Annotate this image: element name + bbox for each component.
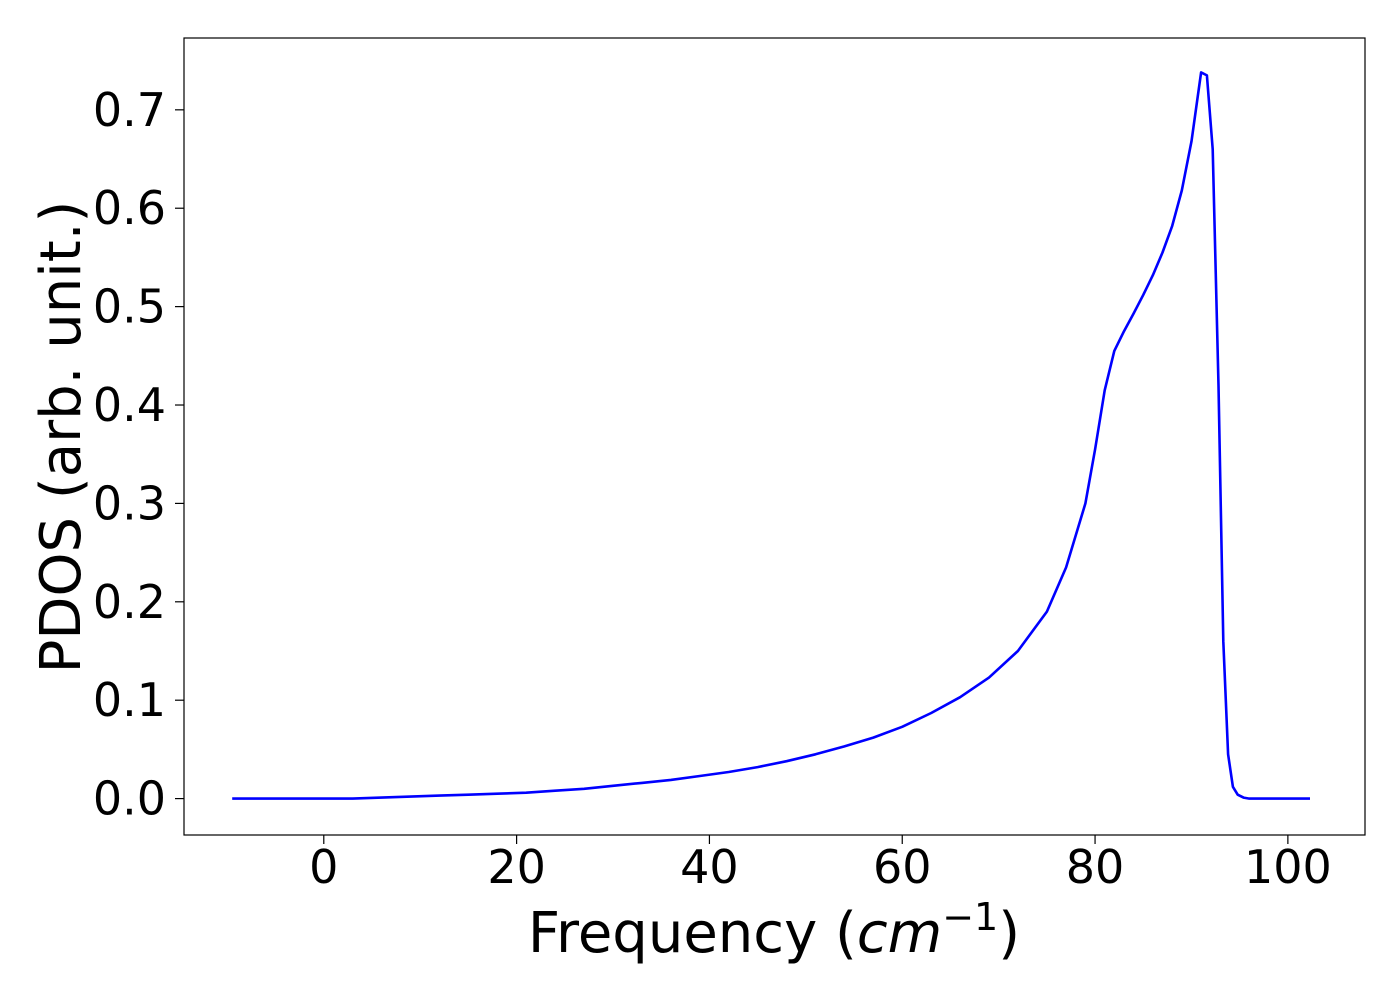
x-tick-label: 40	[680, 840, 739, 894]
x-tick-label: 60	[873, 840, 932, 894]
y-tick-label: 0.6	[93, 181, 166, 235]
x-axis-label-exponent: −1	[942, 895, 998, 939]
x-axis-label-unit: cm	[857, 901, 942, 966]
x-axis-label-prefix: Frequency (	[528, 901, 857, 966]
y-tick-label: 0.0	[93, 772, 166, 826]
x-tick-label: 20	[487, 840, 546, 894]
y-tick-label: 0.4	[93, 378, 166, 432]
y-tick-label: 0.1	[93, 673, 166, 727]
x-axis-label: Frequency (cm−1)	[528, 895, 1020, 966]
x-axis-label-suffix: )	[998, 901, 1020, 966]
plot-frame	[183, 37, 1366, 836]
y-axis-label: PDOS (arb. unit.)	[29, 201, 94, 674]
series-line-0	[232, 71, 1310, 800]
plot-frame-group	[183, 37, 1366, 836]
y-tick-label: 0.7	[93, 83, 166, 137]
y-tick-label: 0.5	[93, 280, 166, 334]
y-tick-label: 0.3	[93, 476, 166, 530]
x-tick-label: 100	[1244, 840, 1332, 894]
y-axis-ticks: 0.0 0.1 0.2 0.3 0.4 0.5 0.6 0.7	[93, 83, 184, 826]
x-tick-label: 0	[309, 840, 338, 894]
x-tick-label: 80	[1066, 840, 1125, 894]
x-axis-ticks: 0 20 40 60 80 100	[309, 835, 1332, 894]
y-tick-label: 0.2	[93, 575, 166, 629]
series-group	[232, 71, 1310, 800]
